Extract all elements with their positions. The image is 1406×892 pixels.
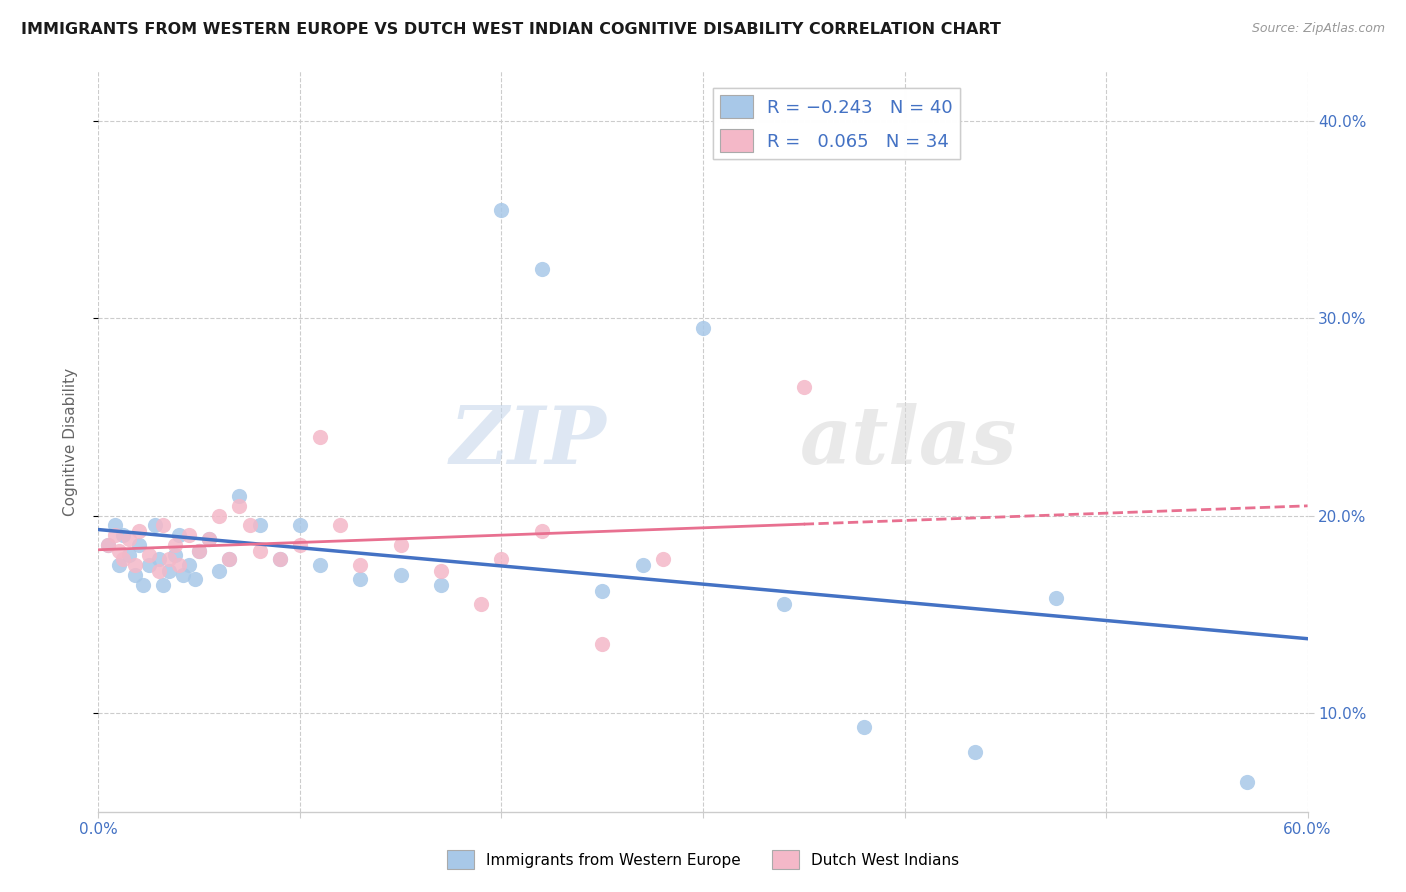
- Point: [793, 380, 815, 394]
- Point: [143, 518, 166, 533]
- Point: [430, 564, 453, 578]
- Point: [148, 552, 170, 566]
- Point: [152, 518, 174, 533]
- Point: [389, 538, 412, 552]
- Point: [163, 548, 186, 562]
- Point: [853, 720, 876, 734]
- Point: [138, 548, 160, 562]
- Point: [249, 544, 271, 558]
- Point: [430, 577, 453, 591]
- Point: [167, 528, 190, 542]
- Point: [148, 564, 170, 578]
- Point: [349, 572, 371, 586]
- Point: [218, 552, 240, 566]
- Text: atlas: atlas: [800, 403, 1017, 480]
- Point: [288, 518, 311, 533]
- Point: [470, 598, 492, 612]
- Point: [491, 552, 513, 566]
- Point: [692, 321, 714, 335]
- Point: [107, 558, 129, 572]
- Point: [97, 538, 120, 552]
- Point: [389, 567, 412, 582]
- Point: [1045, 591, 1067, 606]
- Point: [179, 558, 201, 572]
- Point: [208, 564, 231, 578]
- Point: [188, 544, 211, 558]
- Point: [138, 558, 160, 572]
- Point: [239, 518, 262, 533]
- Point: [163, 538, 186, 552]
- Point: [329, 518, 352, 533]
- Point: [111, 552, 134, 566]
- Point: [157, 552, 180, 566]
- Text: ZIP: ZIP: [450, 403, 606, 480]
- Point: [228, 499, 250, 513]
- Point: [530, 261, 553, 276]
- Point: [172, 567, 194, 582]
- Point: [349, 558, 371, 572]
- Point: [167, 558, 190, 572]
- Legend: Immigrants from Western Europe, Dutch West Indians: Immigrants from Western Europe, Dutch We…: [440, 844, 966, 875]
- Point: [103, 518, 125, 533]
- Point: [118, 533, 141, 547]
- Point: [269, 552, 291, 566]
- Point: [184, 572, 207, 586]
- Point: [118, 548, 141, 562]
- Point: [152, 577, 174, 591]
- Point: [218, 552, 240, 566]
- Point: [288, 538, 311, 552]
- Point: [228, 489, 250, 503]
- Point: [103, 528, 125, 542]
- Point: [132, 577, 155, 591]
- Point: [128, 524, 150, 539]
- Point: [591, 583, 613, 598]
- Point: [591, 637, 613, 651]
- Point: [208, 508, 231, 523]
- Point: [269, 552, 291, 566]
- Point: [965, 746, 987, 760]
- Point: [249, 518, 271, 533]
- Point: [157, 564, 180, 578]
- Point: [631, 558, 654, 572]
- Text: Source: ZipAtlas.com: Source: ZipAtlas.com: [1251, 22, 1385, 36]
- Point: [651, 552, 673, 566]
- Point: [97, 538, 120, 552]
- Point: [198, 533, 221, 547]
- Legend: R = −0.243   N = 40, R =   0.065   N = 34: R = −0.243 N = 40, R = 0.065 N = 34: [713, 87, 960, 160]
- Point: [491, 202, 513, 217]
- Point: [198, 533, 221, 547]
- Point: [772, 598, 794, 612]
- Point: [1236, 775, 1258, 789]
- Point: [309, 558, 332, 572]
- Point: [179, 528, 201, 542]
- Point: [530, 524, 553, 539]
- Point: [111, 528, 134, 542]
- Point: [309, 429, 332, 443]
- Point: [128, 538, 150, 552]
- Point: [107, 544, 129, 558]
- Point: [124, 558, 146, 572]
- Point: [188, 544, 211, 558]
- Point: [124, 567, 146, 582]
- Y-axis label: Cognitive Disability: Cognitive Disability: [63, 368, 77, 516]
- Text: IMMIGRANTS FROM WESTERN EUROPE VS DUTCH WEST INDIAN COGNITIVE DISABILITY CORRELA: IMMIGRANTS FROM WESTERN EUROPE VS DUTCH …: [21, 22, 1001, 37]
